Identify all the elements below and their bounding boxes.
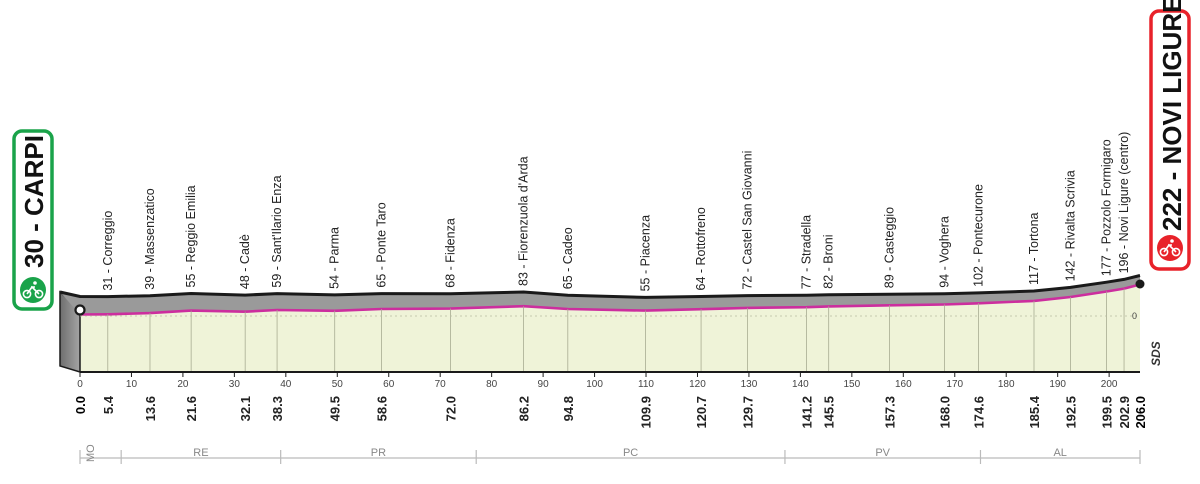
province-label: PC [623,447,638,459]
km-label: 21.6 [184,396,199,421]
town-label: 55 - Reggio Emilia [184,185,198,287]
x-tick-label: 120 [689,379,706,390]
x-tick-label: 40 [280,379,292,390]
province-label: AL [1053,447,1066,459]
x-tick-label: 160 [895,379,912,390]
profile-top-edge [59,274,1141,299]
km-label: 206.0 [1133,396,1148,429]
town-label: 65 - Ponte Taro [375,202,389,287]
km-label: 72.0 [444,396,459,421]
km-label: 202.9 [1117,396,1132,429]
x-tick-label: 130 [741,379,758,390]
town-label: 59 - Sant'Ilario Enza [270,175,284,287]
province-label: PR [371,447,386,459]
km-label: 49.5 [328,396,343,421]
x-tick-label: 10 [126,379,138,390]
altitude-zero-label: 0 [1132,311,1137,321]
km-guide-lines [107,288,1125,372]
province-label: MO [85,444,97,462]
town-label: 65 - Cadeo [561,227,575,289]
town-label: 31 - Correggio [101,211,115,291]
x-tick-label: 140 [792,379,809,390]
town-label: 82 - Broni [822,234,836,288]
km-label: 174.6 [971,396,986,429]
km-label: 0.0 [73,396,88,414]
x-tick-label: 80 [486,379,498,390]
km-label: 109.9 [639,396,654,429]
town-label: 64 - Rottofreno [694,207,708,290]
town-label: 94 - Voghera [938,216,952,288]
town-label: 102 - Pontecurone [971,184,985,287]
town-label: 177 - Pozzolo Formigaro [1100,139,1114,276]
km-label: 32.1 [238,396,253,421]
x-tick-label: 30 [229,379,241,390]
km-label: 5.4 [101,395,116,414]
town-label: 196 - Novi Ligure (centro) [1117,132,1131,274]
km-label: 185.4 [1027,395,1042,428]
x-tick-label: 70 [435,379,447,390]
town-label: 89 - Casteggio [882,207,896,288]
x-tick-label: 0 [77,379,83,390]
town-label: 77 - Stradella [800,215,814,289]
km-label: 13.6 [143,396,158,421]
start-bike-icon [20,277,46,303]
town-label: 55 - Piacenza [639,215,653,291]
km-label: 199.5 [1100,396,1115,429]
x-tick-label: 60 [383,379,395,390]
province-label: RE [193,447,208,459]
x-tick-label: 50 [332,379,344,390]
x-tick-label: 190 [1049,379,1066,390]
town-label: 48 - Cadè [238,234,252,289]
start-marker [74,304,86,316]
town-labels: 31 - Correggio 39 - Massenzatico 55 - Regg… [101,132,1131,292]
x-tick-label: 180 [998,379,1015,390]
x-axis-ticks: 0 10 20 30 40 50 60 70 80 90 100 110 120 130 140 150 160… [77,372,1118,390]
town-label: 72 - Castel San Giovanni [740,151,754,290]
finish-bike-icon [1157,235,1183,261]
x-tick-label: 150 [844,379,861,390]
km-label: 168.0 [938,396,953,429]
start-badge: 30 - CARPI [12,129,54,311]
x-tick-label: 170 [946,379,963,390]
finish-label: 222 - NOVI LIGURE [1157,0,1187,231]
town-label: 54 - Parma [328,227,342,289]
finish-badge: 222 - NOVI LIGURE [1149,0,1191,271]
x-tick-label: 90 [538,379,550,390]
km-label: 129.7 [740,396,755,429]
town-label: 142 - Rivalta Scrivia [1064,170,1078,281]
km-label: 157.3 [882,396,897,429]
start-label: 30 - CARPI [19,135,49,268]
province-bar: MO RE PR PC PV AL [79,444,1141,464]
town-label: 117 - Tortona [1027,212,1041,285]
road-line [79,283,1141,316]
km-label: 145.5 [822,396,837,429]
finish-marker [1135,279,1145,289]
x-tick-label: 200 [1101,379,1118,390]
x-tick-label: 20 [177,379,189,390]
km-label: 38.3 [270,396,285,421]
town-label: 68 - Fidenza [444,218,458,288]
km-label: 86.2 [517,396,532,421]
brand-logo: SDS [1149,341,1163,366]
km-label: 141.2 [800,396,815,429]
town-label: 83 - Fiorenzuola d'Arda [517,156,531,286]
km-label: 58.6 [375,396,390,421]
km-label: 94.8 [561,396,576,421]
km-labels: 0.0 5.4 13.6 21.6 32.1 38.3 49.5 58.6 72.0 86.2 94… [73,395,1148,428]
km-label: 192.5 [1064,396,1079,429]
province-label: PV [875,447,890,459]
town-label: 39 - Massenzatico [143,188,157,289]
km-label: 120.7 [694,396,709,429]
x-tick-label: 110 [638,379,654,390]
x-tick-label: 100 [586,379,603,390]
